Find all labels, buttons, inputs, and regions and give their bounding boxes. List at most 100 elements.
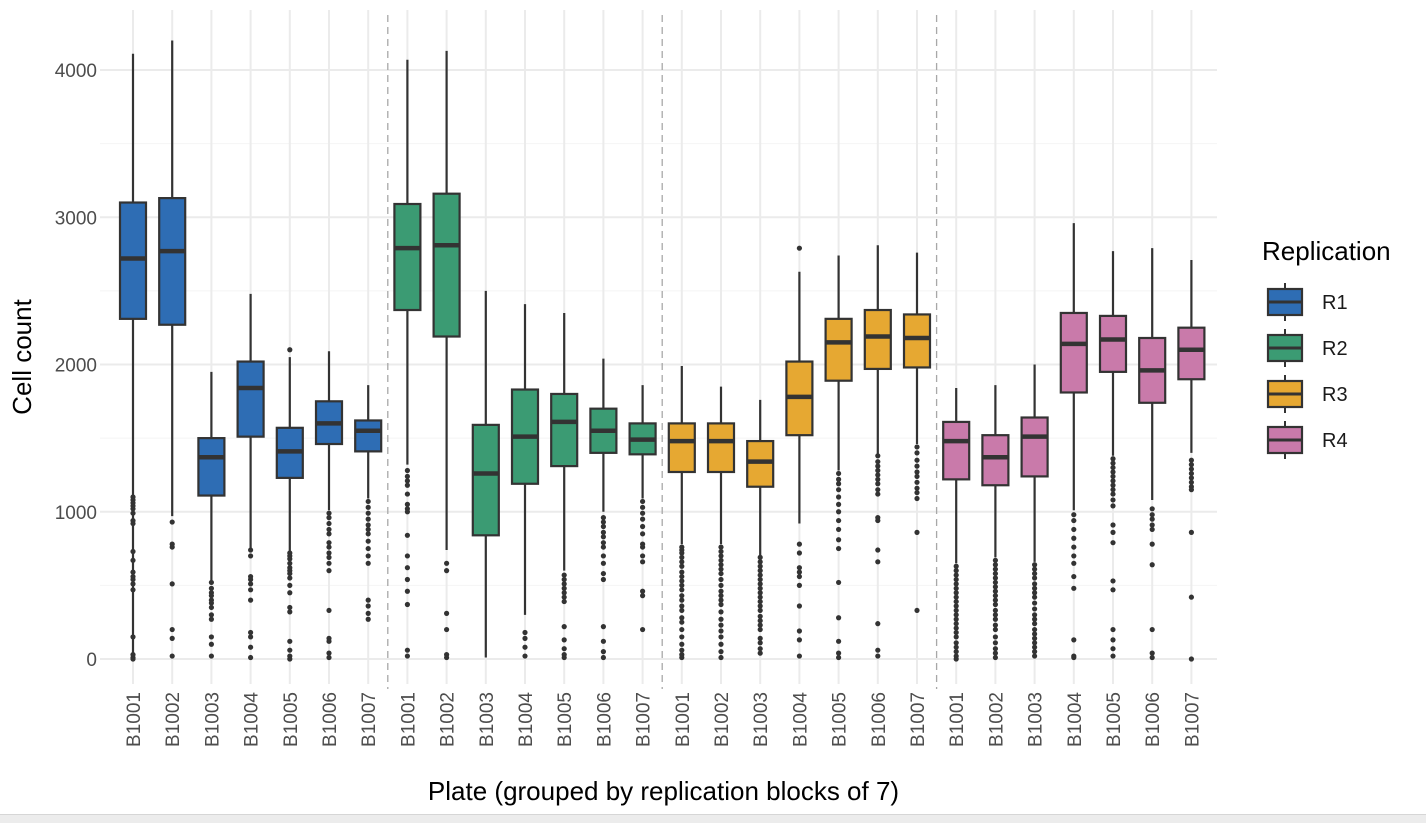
outlier-point (208, 612, 214, 618)
outlier-point (796, 603, 803, 609)
outlier-point (914, 444, 920, 450)
outlier-point (718, 622, 724, 628)
outlier-point (365, 597, 371, 603)
outlier-point (992, 612, 999, 618)
outlier-point (522, 635, 528, 641)
axes: Plate (grouped by replication blocks of … (7, 61, 1203, 806)
outlier-point (914, 479, 920, 485)
outlier-point (914, 469, 920, 475)
box-r4-b1003 (1020, 364, 1049, 659)
outlier-point (561, 576, 567, 583)
outlier-point (718, 582, 724, 588)
box (1020, 416, 1049, 478)
outlier-point (1032, 644, 1038, 650)
box (471, 423, 500, 537)
outlier-point (561, 581, 567, 587)
x-tick-label: B1005 (281, 692, 302, 747)
outlier-point (953, 621, 959, 627)
outlier-point (208, 616, 214, 622)
x-tick-label: B1002 (712, 692, 733, 747)
outlier-point (326, 560, 332, 566)
outlier-point (836, 615, 842, 621)
outlier-point (1110, 587, 1116, 593)
outlier-point (1032, 653, 1038, 659)
box-r1-b1005 (275, 347, 304, 662)
outlier-point (992, 654, 999, 661)
outlier-point (640, 516, 646, 522)
x-tick-label: B1002 (438, 692, 459, 747)
outlier-point (953, 607, 959, 614)
box-r1-b1002 (158, 40, 187, 659)
outlier-point (757, 635, 763, 641)
outlier-point (248, 644, 254, 650)
box-r2-b1003 (471, 290, 500, 658)
outlier-point (169, 519, 175, 525)
outlier-point (248, 553, 254, 559)
x-tick-label: B1001 (947, 692, 968, 747)
outlier-point (718, 557, 724, 563)
outlier-point (130, 587, 136, 593)
outlier-point (953, 572, 959, 578)
outlier-point (365, 516, 371, 522)
outlier-point (1110, 464, 1116, 471)
outlier-point (365, 498, 371, 505)
outlier-point (404, 532, 410, 538)
outlier-point (679, 654, 685, 661)
outlier-point (875, 481, 881, 487)
y-tick-label: 2000 (55, 356, 97, 377)
outlier-point (1188, 462, 1194, 468)
outlier-point (718, 628, 724, 634)
box (981, 434, 1010, 487)
outlier-point (757, 613, 763, 619)
outlier-point (561, 572, 567, 578)
outlier-point (365, 504, 371, 510)
legend-label: R4 (1322, 430, 1348, 452)
x-tick-label: B1005 (1104, 692, 1125, 747)
outlier-point (365, 553, 371, 559)
legend-title: Replication (1262, 236, 1391, 266)
outlier-point (875, 517, 881, 524)
outlier-point (208, 600, 214, 606)
outlier-point (365, 545, 371, 552)
outlier-point (836, 579, 842, 586)
outlier-point (1071, 573, 1077, 580)
outlier-point (718, 654, 724, 661)
box-r1-b1004 (236, 293, 265, 661)
box-r3-b1005 (824, 255, 853, 661)
outlier-point (287, 647, 293, 653)
box (1059, 311, 1088, 394)
outlier-point (561, 590, 567, 596)
outlier-point (836, 517, 842, 524)
outlier-point (992, 634, 999, 640)
box (197, 437, 226, 497)
outlier-point (757, 640, 763, 646)
x-tick-label: B1003 (751, 692, 772, 747)
outlier-point (287, 582, 293, 588)
outlier-point (757, 581, 763, 587)
outlier-point (600, 534, 607, 540)
outlier-point (757, 554, 763, 560)
outlier-point (1188, 594, 1194, 600)
outlier-point (130, 569, 136, 575)
outlier-point (992, 579, 999, 586)
x-tick-label: B1006 (594, 692, 615, 747)
outlier-point (875, 547, 881, 553)
outlier-point (757, 576, 763, 583)
x-tick-label: B1002 (986, 692, 1007, 747)
outlier-point (1188, 487, 1194, 493)
outlier-point (208, 604, 214, 611)
outlier-point (1110, 578, 1116, 584)
outlier-point (444, 568, 450, 574)
outlier-point (208, 585, 214, 591)
outlier-point (600, 654, 607, 661)
outlier-point (640, 593, 646, 599)
outlier-point (522, 653, 528, 659)
box-r2-b1004 (510, 304, 540, 659)
outlier-point (796, 582, 803, 588)
outlier-point (679, 626, 685, 633)
outlier-point (992, 626, 999, 633)
outlier-point (561, 646, 567, 652)
box (393, 202, 422, 312)
y-tick-label: 1000 (55, 503, 97, 524)
outlier-point (561, 598, 567, 605)
